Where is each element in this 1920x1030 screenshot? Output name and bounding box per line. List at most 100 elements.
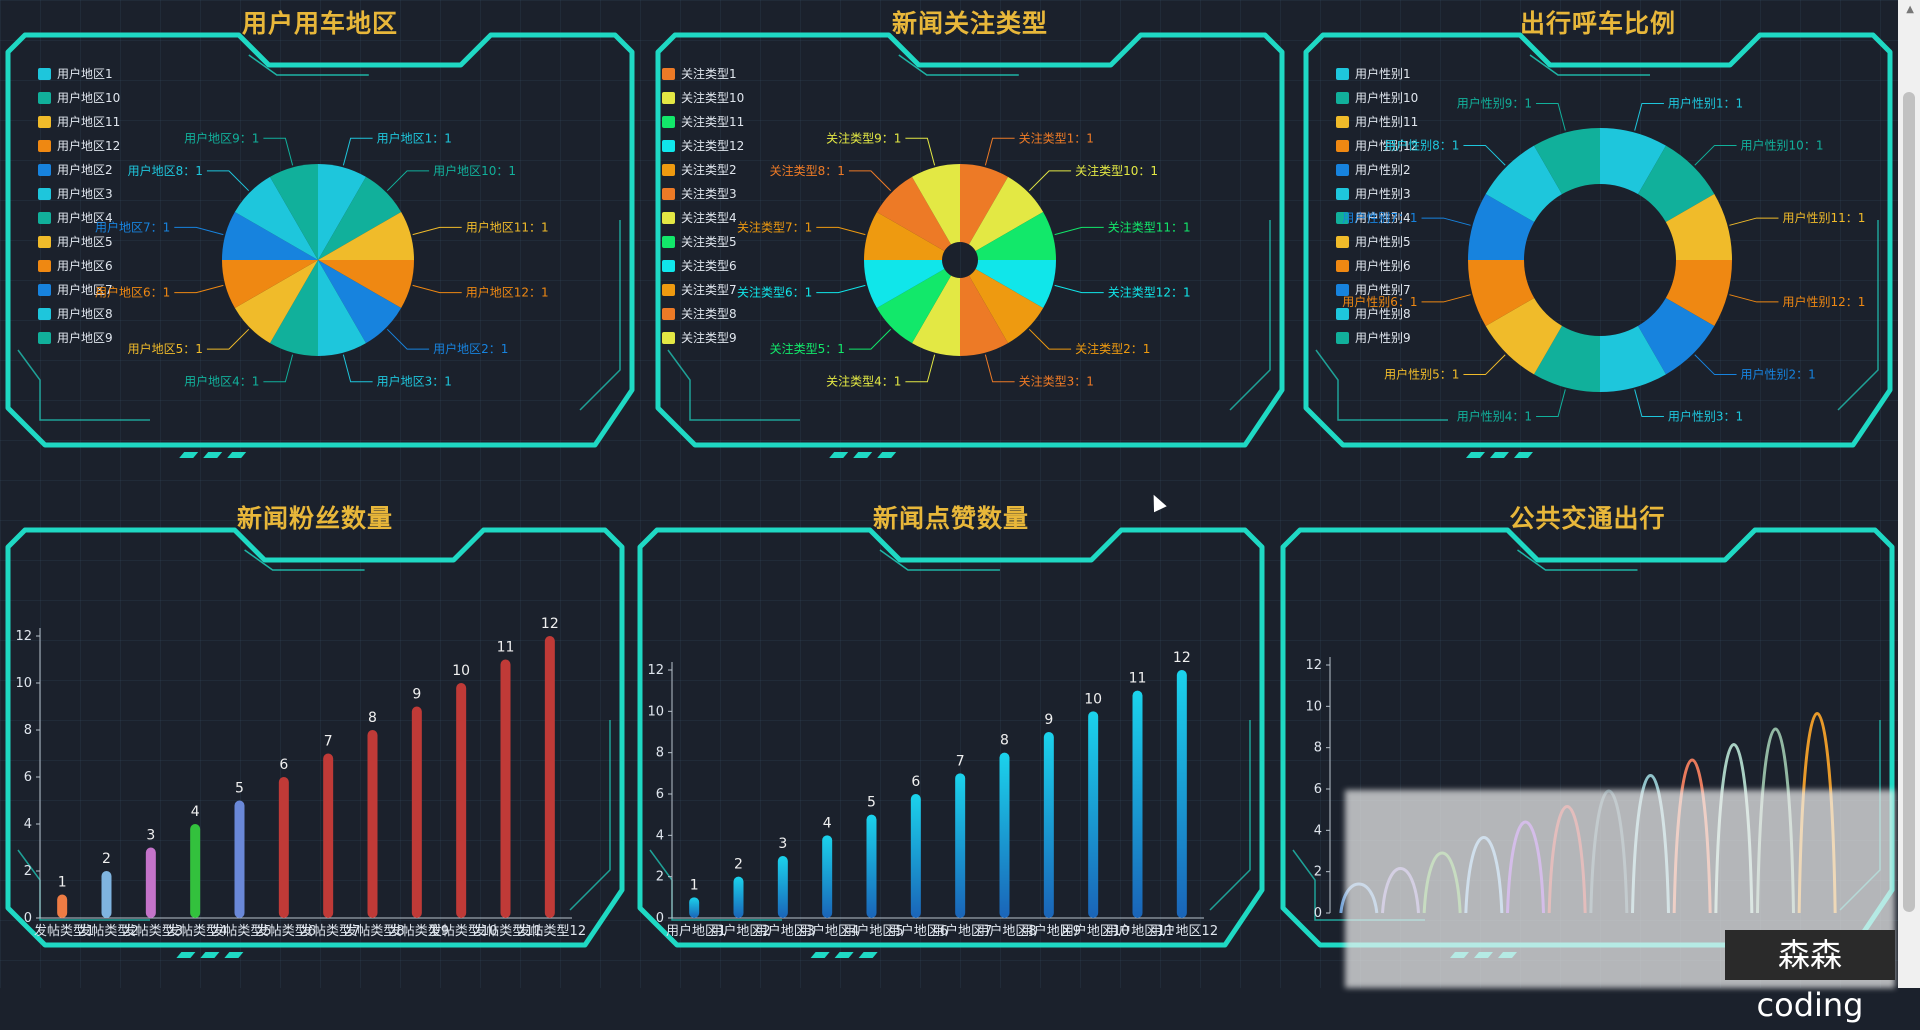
pie-slice [318, 176, 402, 260]
pie-slice [270, 260, 318, 356]
frame-accent-line [1517, 549, 1638, 571]
legend-swatch [38, 332, 51, 344]
legend-swatch [1336, 260, 1349, 272]
y-tick-label: 12 [647, 663, 664, 678]
x-tick-label: 用户地区10 [1061, 923, 1130, 939]
pie-slice [1485, 145, 1562, 222]
legend-swatch [1336, 92, 1349, 104]
bar-value-label: 7 [324, 734, 333, 750]
legend-label: 用户性别8 [1355, 306, 1411, 321]
legend-swatch [662, 164, 675, 176]
legend-swatch [662, 284, 675, 296]
y-tick-label: 8 [656, 746, 664, 761]
scrollbar-thumb[interactable] [1903, 92, 1915, 912]
legend-swatch [38, 164, 51, 176]
pie-slice [1638, 298, 1715, 375]
frame-dash-mark [829, 452, 849, 458]
bar-value-label: 6 [911, 774, 920, 790]
y-tick-label: 8 [1314, 741, 1322, 756]
legend-label: 用户性别6 [1355, 258, 1411, 273]
pie-label-line [386, 170, 430, 192]
panel-title: 出行呼车比例 [1519, 9, 1676, 38]
panel-ride-ratio: 出行呼车比例 用户性别1 用户性别10 用户性别11 用户性别12 用户性别2 用户性别3… [1298, 9, 1898, 470]
pie-label: 用户地区11：1 [466, 219, 549, 234]
x-tick-label: 用户地区3 [755, 923, 815, 939]
pie-label: 用户性别7：1 [1342, 210, 1417, 225]
bar [323, 753, 334, 918]
vertical-scrollbar[interactable]: ▲ [1898, 0, 1920, 988]
scroll-up-icon[interactable]: ▲ [1906, 4, 1914, 15]
pie-label: 用户性别5：1 [1384, 367, 1459, 382]
bar-value-label: 5 [867, 795, 876, 811]
bar [367, 730, 378, 918]
legend-swatch [38, 116, 51, 128]
y-tick-label: 0 [656, 911, 664, 926]
bar [822, 835, 833, 918]
bar-value-label: 4 [191, 804, 200, 820]
pie-label-line [342, 137, 373, 166]
bar-value-label: 12 [1173, 650, 1191, 666]
y-tick-label: 6 [656, 787, 664, 802]
pie-label-line [1536, 389, 1566, 417]
frame-accent-line [244, 549, 365, 571]
x-tick-label: 发帖类型7 [300, 923, 360, 939]
frame-dash-mark [200, 952, 220, 958]
bar-value-label: 7 [956, 753, 965, 769]
bar-value-label: 12 [541, 616, 559, 632]
legend-swatch [1336, 284, 1349, 296]
pie-label: 用户性别2：1 [1741, 367, 1816, 382]
legend-swatch [38, 284, 51, 296]
legend-label: 关注类型3 [681, 186, 737, 201]
pie-label-line [816, 226, 866, 236]
x-tick-label: 发帖类型8 [344, 923, 404, 939]
y-tick-label: 2 [1314, 865, 1322, 880]
panel-title: 公共交通出行 [1509, 504, 1666, 533]
pie-label-line [1729, 217, 1779, 226]
bar [544, 636, 555, 918]
x-tick-label: 用户地区4 [799, 923, 859, 939]
panel-frame-border [5, 32, 635, 448]
panel-frame-border [637, 527, 1265, 948]
frame-dash-mark [176, 952, 196, 958]
bar-value-label: 2 [734, 857, 743, 873]
legend-label: 关注类型6 [681, 258, 737, 273]
y-tick-label: 10 [15, 676, 32, 691]
legend-label: 用户地区8 [57, 306, 113, 321]
pie-label-line [1421, 294, 1471, 303]
legend-swatch [1336, 236, 1349, 248]
legend-label: 用户性别10 [1355, 90, 1418, 105]
y-tick-label: 10 [1305, 699, 1322, 714]
types-pie-chart: 关注类型1关注类型10关注类型11关注类型12关注类型2关注类型3关注类型4关注… [655, 32, 1285, 458]
pie-label: 用户地区3：1 [377, 374, 452, 389]
x-tick-label: 用户地区9 [1021, 923, 1081, 939]
pie-label-line [905, 354, 936, 383]
legend-swatch [662, 236, 675, 248]
pie-label-line [174, 226, 224, 236]
bar [733, 876, 744, 918]
y-tick-label: 6 [24, 770, 32, 785]
pie-label: 用户地区4：1 [184, 374, 259, 389]
legend-label: 用户地区1 [57, 66, 113, 81]
pie-slice [1485, 298, 1562, 375]
bar-value-label: 9 [412, 687, 421, 703]
bar [101, 871, 112, 918]
pie-label: 关注类型11：1 [1108, 219, 1191, 234]
pie-slice [222, 212, 318, 260]
pie-label: 关注类型8：1 [770, 163, 845, 178]
legend-swatch [38, 92, 51, 104]
pie-label-line [1694, 144, 1737, 166]
pie-slice [318, 260, 402, 344]
pie-slice [1638, 145, 1715, 222]
pie-slice [864, 260, 945, 308]
bar [500, 659, 511, 918]
legend-swatch [1336, 308, 1349, 320]
legend-label: 用户地区6 [57, 258, 113, 273]
legend-swatch [662, 212, 675, 224]
pie-slice [876, 269, 951, 344]
bar-value-label: 2 [102, 851, 111, 867]
pie-label: 用户地区12：1 [466, 285, 549, 300]
legend-label: 关注类型10 [681, 90, 744, 105]
panel-fans: 新闻粉丝数量 0 2 4 6 8 10 12 1 发帖类型1 2 发帖类型2 3 发帖类型3 4 发帖类型4… [0, 504, 630, 970]
region-pie-chart: 用户地区1用户地区10用户地区11用户地区12用户地区2用户地区3用户地区4用户… [5, 32, 635, 458]
pie-slice [318, 164, 366, 260]
